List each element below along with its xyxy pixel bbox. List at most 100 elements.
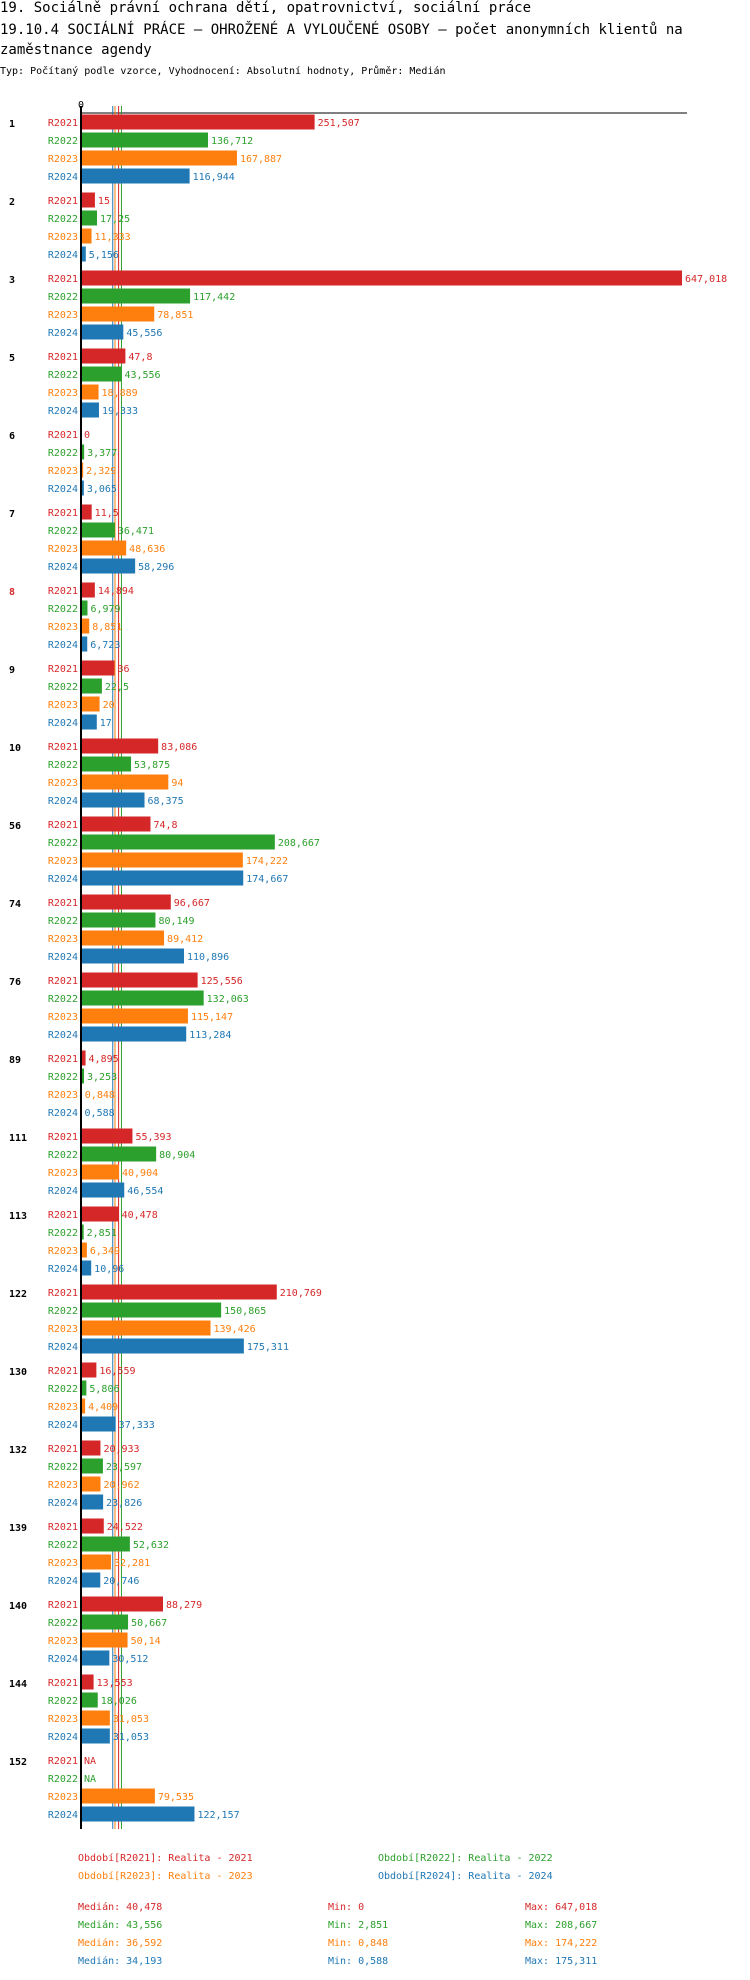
bar-R2023-8 (81, 618, 90, 634)
data-label: 19,333 (102, 406, 138, 417)
series-row-label: R2023 (48, 1714, 78, 1725)
category-label: 76 (9, 977, 21, 988)
data-label: 6,349 (90, 1246, 120, 1257)
series-row-label: R2022 (48, 448, 78, 459)
bar-R2021-132 (81, 1440, 101, 1456)
category-label: 130 (9, 1367, 27, 1378)
bar-R2022-139 (81, 1536, 130, 1552)
data-label: 31,053 (113, 1732, 149, 1743)
bar-R2021-3 (81, 270, 682, 286)
series-row-label: R2022 (48, 1696, 78, 1707)
bar-R2021-144 (81, 1674, 94, 1690)
data-label: 174,222 (246, 856, 288, 867)
data-label: 20,933 (103, 1444, 139, 1455)
bar-R2022-3 (81, 288, 191, 304)
data-label: 43,556 (124, 370, 160, 381)
series-row-label: R2021 (48, 742, 78, 753)
bar-R2024-74 (81, 948, 185, 964)
bar-R2024-2 (81, 246, 86, 262)
legend-item-R2023: Období[R2023]: Realita - 2023 (78, 1870, 253, 1882)
bar-R2021-76 (81, 972, 198, 988)
bar-R2022-10 (81, 756, 132, 772)
data-label: 0 (84, 430, 90, 441)
bar-R2021-122 (81, 1284, 277, 1300)
category-label: 8 (9, 587, 15, 598)
bar-R2023-152 (81, 1788, 155, 1804)
data-label: 2,851 (87, 1228, 117, 1239)
bar-R2024-10 (81, 792, 145, 808)
data-label: 6,723 (90, 640, 120, 651)
data-label: 53,875 (134, 760, 170, 771)
series-row-label: R2022 (48, 214, 78, 225)
data-label: 16,559 (99, 1366, 135, 1377)
series-row-label: R2022 (48, 1306, 78, 1317)
data-label: 8,851 (92, 622, 122, 633)
bar-R2023-2 (81, 228, 92, 244)
series-row-label: R2023 (48, 1558, 78, 1569)
series-row-label: R2023 (48, 934, 78, 945)
bar-R2024-9 (81, 714, 97, 730)
data-label: 113,284 (189, 1030, 231, 1041)
category-label: 5 (9, 353, 15, 364)
data-label: 52,632 (133, 1540, 169, 1551)
data-label: 117,442 (193, 292, 235, 303)
bar-R2021-139 (81, 1518, 104, 1534)
data-label: 89,412 (167, 934, 203, 945)
data-label: 132,063 (207, 994, 249, 1005)
data-label: 208,667 (278, 838, 320, 849)
data-label: 17,25 (100, 214, 130, 225)
bar-R2023-132 (81, 1476, 101, 1492)
legend-item-R2021: Období[R2021]: Realita - 2021 (78, 1852, 253, 1864)
data-label: 40,478 (122, 1210, 158, 1221)
data-label: 251,507 (318, 118, 360, 129)
bar-R2022-6 (81, 444, 85, 460)
data-label: 46,554 (127, 1186, 163, 1197)
data-label: 96,667 (174, 898, 210, 909)
series-row-label: R2023 (48, 1402, 78, 1413)
data-label: 210,769 (280, 1288, 322, 1299)
category-label: 74 (9, 899, 21, 910)
series-row-label: R2022 (48, 370, 78, 381)
series-row-label: R2023 (48, 1246, 78, 1257)
category-label: 113 (9, 1211, 27, 1222)
series-row-label: R2024 (48, 1420, 78, 1431)
bar-R2022-9 (81, 678, 102, 694)
series-row-label: R2021 (48, 976, 78, 987)
category-label: 152 (9, 1757, 27, 1768)
chart-title-line1: 19. Sociálně právní ochrana dětí, opatro… (0, 0, 532, 16)
series-row-label: R2023 (48, 856, 78, 867)
bar-R2023-130 (81, 1398, 86, 1414)
series-row-label: R2022 (48, 1774, 78, 1785)
series-row-label: R2024 (48, 952, 78, 963)
bar-R2021-5 (81, 348, 126, 364)
series-row-label: R2022 (48, 1540, 78, 1551)
bar-R2024-76 (81, 1026, 187, 1042)
stat-max-R2024: Max: 175,311 (525, 1956, 597, 1967)
category-label: 10 (9, 743, 21, 754)
stat-median-R2024: Medián: 34,193 (78, 1955, 162, 1967)
stat-median-R2022: Medián: 43,556 (78, 1919, 162, 1931)
series-row-label: R2022 (48, 838, 78, 849)
bar-R2021-7 (81, 504, 92, 520)
series-row-label: R2022 (48, 1462, 78, 1473)
data-label: 80,904 (159, 1150, 195, 1161)
data-label: 36,471 (118, 526, 154, 537)
bar-R2024-122 (81, 1338, 244, 1354)
series-row-label: R2024 (48, 484, 78, 495)
series-row-label: R2023 (48, 388, 78, 399)
bar-R2024-152 (81, 1806, 195, 1822)
series-row-label: R2024 (48, 1576, 78, 1587)
series-row-label: R2021 (48, 1288, 78, 1299)
bar-R2022-122 (81, 1302, 222, 1318)
data-label: 11,333 (95, 232, 131, 243)
bar-R2024-111 (81, 1182, 125, 1198)
stat-min-R2021: Min: 0 (328, 1902, 364, 1913)
category-label: 6 (9, 431, 15, 442)
bar-R2023-9 (81, 696, 100, 712)
series-row-label: R2023 (48, 1636, 78, 1647)
bar-R2023-56 (81, 852, 243, 868)
series-row-label: R2022 (48, 1150, 78, 1161)
data-label: 174,667 (246, 874, 288, 885)
series-row-label: R2024 (48, 1108, 78, 1119)
series-row-label: R2024 (48, 406, 78, 417)
